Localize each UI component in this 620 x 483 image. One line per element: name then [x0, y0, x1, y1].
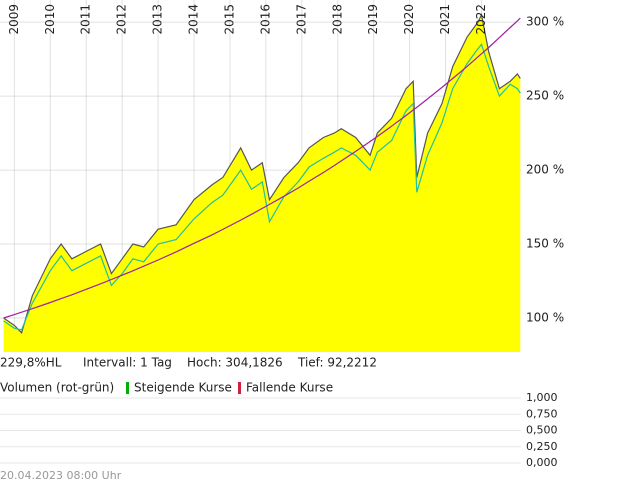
series-line [3, 12, 521, 334]
series-line [3, 17, 521, 319]
info-text: 229,8%HL [0, 356, 62, 370]
y-tick-label: 150 % [526, 237, 564, 251]
y-tick-label: 1,000 [526, 391, 558, 404]
info-text: Intervall: 1 Tag [83, 356, 172, 370]
legend-swatch [126, 382, 129, 394]
legend-swatch [238, 382, 241, 394]
x-tick-label: 2019 [366, 4, 380, 35]
area [3, 14, 521, 353]
legend-label: Steigende Kurse [134, 381, 232, 395]
legend-label: Fallende Kurse [246, 381, 333, 395]
x-tick-label: 2010 [43, 4, 57, 35]
x-tick-label: 2016 [258, 4, 272, 35]
series-line [3, 43, 521, 331]
chart-title: Volumen (rot-grün) [0, 381, 114, 395]
x-tick-label: 2011 [79, 4, 93, 35]
y-tick-label: 0,750 [526, 407, 558, 420]
y-tick-label: 200 % [526, 163, 564, 177]
y-tick-label: 0,000 [526, 456, 558, 469]
x-tick-label: 2009 [7, 4, 21, 35]
info-text: Tief: 92,2212 [297, 356, 377, 370]
footer: 20.04.2023 08:00 Uhr [0, 469, 122, 482]
y-tick-label: 0,250 [526, 440, 558, 453]
x-tick-label: 2018 [330, 4, 344, 35]
x-tick-label: 2020 [402, 4, 416, 35]
y-tick-label: 300 % [526, 15, 564, 29]
x-tick-label: 2013 [151, 4, 165, 35]
info-text: Hoch: 304,1826 [187, 356, 283, 370]
x-tick-label: 2022 [474, 4, 488, 35]
y-tick-label: 100 % [526, 310, 564, 324]
x-tick-label: 2015 [222, 4, 236, 35]
x-tick-label: 2021 [438, 4, 452, 35]
x-tick-label: 2014 [187, 4, 201, 35]
y-tick-label: 0,500 [526, 424, 558, 437]
x-tick-label: 2012 [115, 4, 129, 35]
x-tick-label: 2017 [294, 4, 308, 35]
y-tick-label: 250 % [526, 89, 564, 103]
